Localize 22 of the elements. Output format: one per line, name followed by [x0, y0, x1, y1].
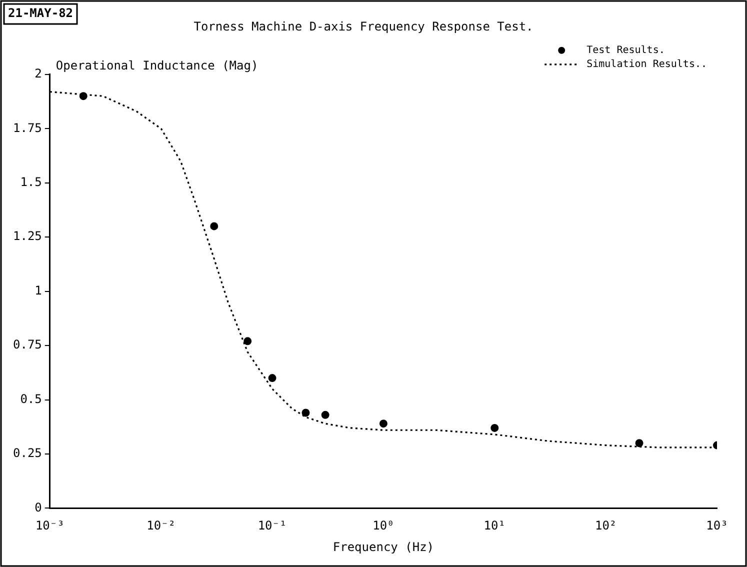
text: 21-MAY-82 [8, 6, 74, 20]
x-tick-label: 10⁻² [146, 518, 176, 533]
y-tick-label: 2 [34, 66, 42, 81]
x-axis-title: Frequency (Hz) [332, 540, 434, 554]
y-tick-label: 0.25 [12, 446, 42, 460]
y-tick-label: 1 [34, 283, 42, 298]
y-tick-label: 0 [34, 500, 42, 514]
x-tick-label: 10² [594, 518, 617, 533]
y-tick-label: 1.75 [12, 120, 42, 135]
x-tick-label: 10¹ [484, 518, 506, 533]
chart-title: Torness Machine D-axis Frequency Response Test. [194, 19, 534, 34]
y-tick-label: 0.5 [20, 392, 42, 406]
y-tick-label: 1.5 [20, 174, 42, 189]
legend-label: Test Results. [586, 44, 665, 56]
x-tick-label: 10⁻¹ [258, 518, 287, 533]
y-axis-title: Operational Inductance (Mag) [56, 58, 258, 73]
x-tick-label: 10³ [706, 518, 728, 533]
legend-label: Simulation Results.. [586, 58, 708, 70]
x-tick-label: 10⁻³ [35, 518, 64, 533]
x-tick-label: 10⁰ [372, 518, 394, 533]
y-tick-label: 1.25 [12, 229, 42, 244]
y-tick-label: 0.75 [12, 338, 42, 352]
